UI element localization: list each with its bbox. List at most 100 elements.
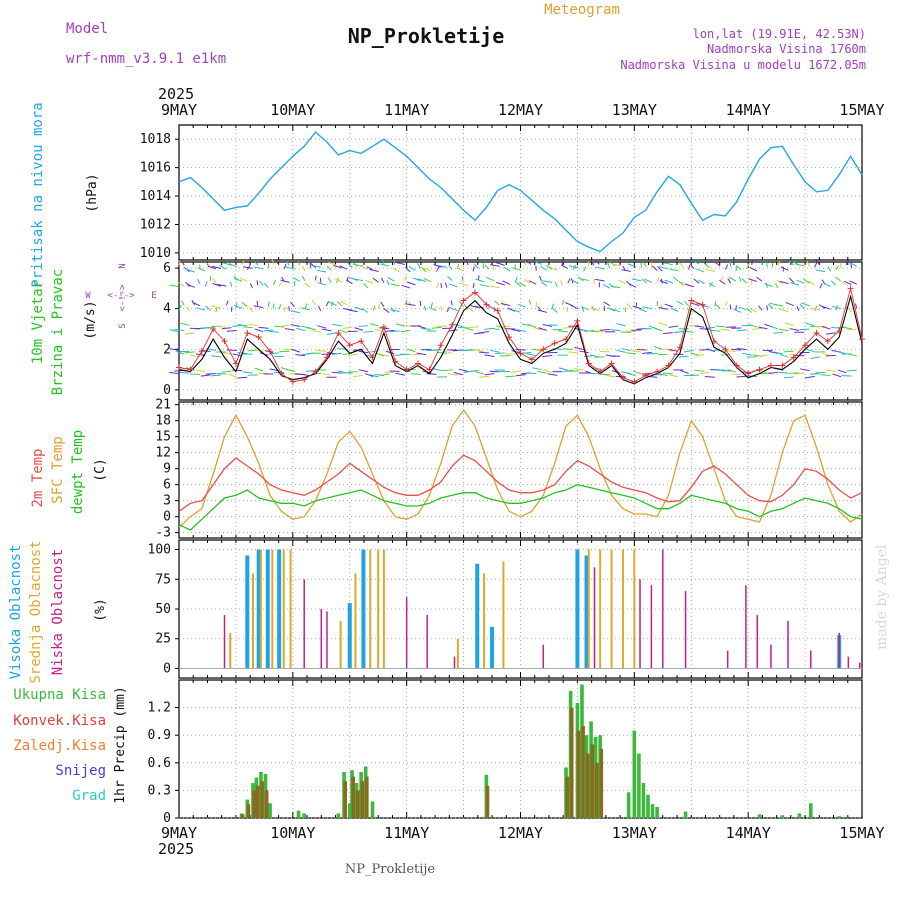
wind-arrow: [390, 309, 400, 312]
wind-arrow: [658, 322, 668, 326]
wind-arrow: [239, 277, 248, 282]
wind-gust-mark: [278, 370, 285, 377]
cloud-mid-label: Srednja Oblacnost: [28, 540, 44, 683]
wind-arrow: [290, 323, 300, 328]
wind-arrows: [169, 259, 858, 379]
wind-arrow: [703, 262, 710, 268]
wind-gust-mark: [859, 336, 865, 343]
pressure-ytick-label: 1016: [140, 161, 171, 176]
wind-gust-mark: [460, 297, 467, 304]
wind-arrow: [670, 307, 679, 312]
wind-arrow: [216, 325, 227, 328]
wind-arrow: [678, 262, 684, 268]
wind-arrow: [338, 329, 348, 334]
precip-ytick-label: 0: [163, 811, 171, 826]
wind-arrow: [736, 375, 747, 378]
wind-arrow: [300, 373, 311, 377]
wind-arrow: [807, 280, 815, 286]
wind-arrow: [538, 275, 542, 282]
total-precip-bar: [650, 804, 655, 818]
wind-arrow: [435, 266, 440, 272]
wind-arrow: [748, 323, 758, 328]
wind-gust-mark: [221, 338, 228, 345]
wind-arrow: [660, 304, 663, 310]
wind-arrow: [248, 323, 258, 327]
temp-2m-line: [178, 454, 863, 512]
high-cloud-bar: [245, 555, 250, 669]
wind-arrow: [442, 369, 453, 372]
conv-precip-bar: [599, 749, 604, 818]
wind-arrow: [514, 281, 521, 287]
wind-arrow: [594, 259, 600, 265]
wind-arrow: [724, 301, 728, 307]
wind-arrow: [253, 266, 264, 270]
wind-gust-mark: [540, 346, 547, 353]
wind-arrow: [570, 278, 574, 284]
wind-gust-mark: [415, 360, 422, 367]
wind-arrow: [815, 269, 826, 273]
wind-arrow: [406, 348, 416, 353]
wind-arrow: [283, 263, 287, 270]
high-cloud-bar: [584, 555, 589, 669]
wind-gust-mark: [471, 289, 478, 296]
time-label-bottom: 15MAY: [839, 824, 884, 842]
wind-arrow: [616, 349, 626, 353]
wind-arrow: [181, 300, 185, 306]
wind-arrow: [778, 371, 789, 374]
time-label-bottom: 11MAY: [384, 824, 429, 842]
precip-ytick-label: 0.6: [148, 756, 171, 771]
total-precip-bar: [347, 803, 352, 818]
mid-cloud-bar: [587, 549, 590, 669]
wind-arrow: [657, 266, 663, 272]
wind-arrow: [699, 328, 710, 330]
wind-arrow: [823, 282, 831, 287]
wind-arrow: [796, 279, 805, 284]
wind-arrow: [200, 374, 211, 377]
cloud-low-label: Niska Oblacnost: [50, 549, 66, 675]
wind-arrow: [196, 369, 206, 373]
wind-arrow: [278, 281, 283, 287]
temp-ytick-label: 18: [155, 414, 171, 429]
wind-arrow: [545, 264, 553, 270]
wind-arrow: [789, 277, 795, 283]
wind-arrow: [563, 369, 574, 373]
wind-arrow: [814, 305, 818, 312]
time-label-bottom: 9MAY: [161, 824, 197, 842]
wind-arrow: [727, 369, 737, 373]
wind-arrow: [447, 329, 458, 332]
low-cloud-bar: [787, 620, 789, 669]
wind-arrow: [699, 371, 710, 375]
wind-arrow: [612, 308, 621, 313]
conv-precip-bar: [360, 781, 365, 818]
low-cloud-bar: [810, 650, 812, 669]
model-label: Model: [66, 21, 108, 37]
wind-arrow: [319, 277, 322, 283]
wind-arrow: [458, 368, 469, 372]
wind-arrow: [446, 306, 450, 313]
wind-arrow: [178, 281, 185, 287]
wind-arrow: [652, 265, 658, 271]
wind-gust-mark: [745, 370, 752, 377]
wind-arrow: [337, 301, 343, 307]
wind-arrow: [818, 304, 826, 309]
wind-ytick-label: 2: [163, 342, 171, 357]
time-label-top: 13MAY: [612, 101, 657, 119]
wind-arrow: [354, 327, 364, 331]
high-cloud-bar: [277, 549, 282, 669]
wind-arrow: [803, 278, 810, 284]
mid-cloud-bar: [483, 573, 486, 669]
wind-arrow: [680, 369, 689, 374]
precip-ytick-label: 0.9: [148, 728, 171, 743]
wind-arrow: [453, 371, 463, 376]
wind-arrow: [489, 264, 500, 267]
wind-arrow: [756, 276, 763, 282]
wind-arrow: [230, 281, 233, 287]
wind-arrow: [749, 267, 758, 272]
conv-precip-bar: [590, 744, 595, 818]
wind-arrow: [180, 322, 190, 326]
wind-arrow: [567, 278, 571, 284]
wind-arrow: [676, 300, 684, 306]
time-label-top: 11MAY: [384, 101, 429, 119]
wind-arrow: [360, 265, 369, 270]
wind-arrow: [684, 300, 689, 307]
